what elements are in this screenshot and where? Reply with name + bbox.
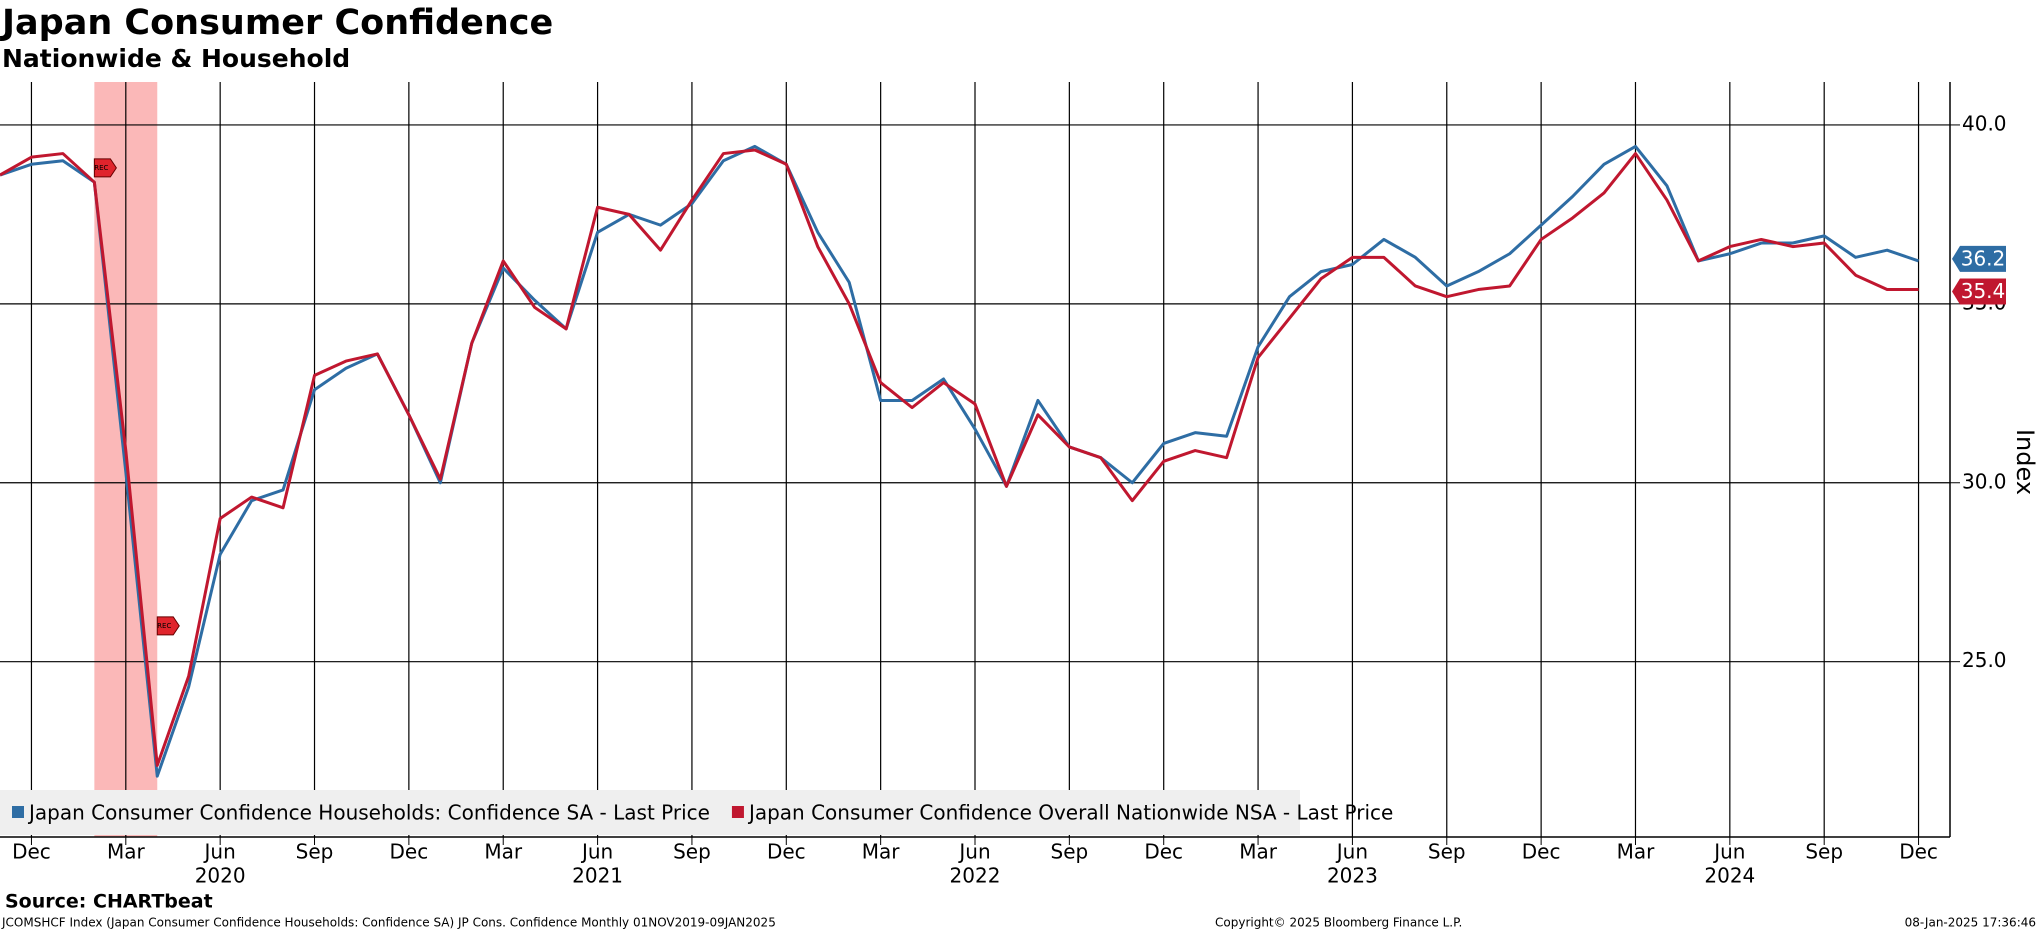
x-tick-label: Dec [1522,840,1561,864]
x-tick-label: Dec [12,840,51,864]
x-tick-label: Dec [767,840,806,864]
series-line [0,148,1919,767]
x-tick-label: Mar [862,840,901,864]
chart-title: Japan Consumer Confidence [0,3,553,43]
x-tick-label: Sep [1805,840,1843,864]
source: Source: CHARTbeat [5,891,213,913]
x-tick-label: Mar [1617,840,1656,864]
year-label: 2020 [195,864,246,888]
series-line [0,144,1920,778]
x-tick-label: Sep [296,840,334,864]
rec-marker-label: REC [94,164,108,172]
year-label: 2024 [1704,864,1755,888]
x-tick-label: Jun [1335,840,1368,864]
x-tick-label: Mar [484,840,523,864]
legend-label: Japan Consumer Confidence Overall Nation… [747,801,1393,825]
rec-marker-label: REC [157,622,171,630]
y-tick-label: 40.0 [1962,111,2007,135]
last-value-label: 36.2 [1961,246,2006,270]
x-tick-label: Mar [1239,840,1278,864]
x-tick-label: Jun [1712,840,1745,864]
x-tick-label: Dec [1899,840,1938,864]
x-tick-label: Dec [1144,840,1183,864]
y-axis-label: Index [2011,429,2039,495]
x-tick-label: Sep [1428,840,1466,864]
year-label: 2022 [950,864,1001,888]
legend-swatch [731,806,744,818]
rec-marker [156,616,180,636]
x-tick-label: Sep [1051,840,1089,864]
y-tick-label: 30.0 [1962,469,2007,493]
x-tick-label: Jun [580,840,613,864]
legend-label: Japan Consumer Confidence Households: Co… [27,801,710,825]
year-label: 2021 [572,864,623,888]
rec-marker [93,158,117,178]
last-value-tag [1952,245,2006,272]
x-tick-label: Mar [107,840,146,864]
legend-box [0,790,1300,835]
footer-left: JCOMSHCF Index (Japan Consumer Confidenc… [1,916,776,930]
x-tick-label: Dec [390,840,429,864]
y-tick-label: 25.0 [1962,648,2007,672]
x-tick-label: Jun [957,840,990,864]
last-value-tag [1952,278,2006,305]
x-tick-label: Sep [673,840,711,864]
last-value-label: 35.4 [1961,279,2006,303]
footer-center: Copyright© 2025 Bloomberg Finance L.P. [1215,916,1462,930]
legend-swatch [12,806,24,818]
x-tick-label: Jun [203,840,236,864]
chart-subtitle: Nationwide & Household [2,44,350,73]
footer-right: 08-Jan-2025 17:36:46 [1905,916,2036,930]
year-label: 2023 [1327,864,1378,888]
